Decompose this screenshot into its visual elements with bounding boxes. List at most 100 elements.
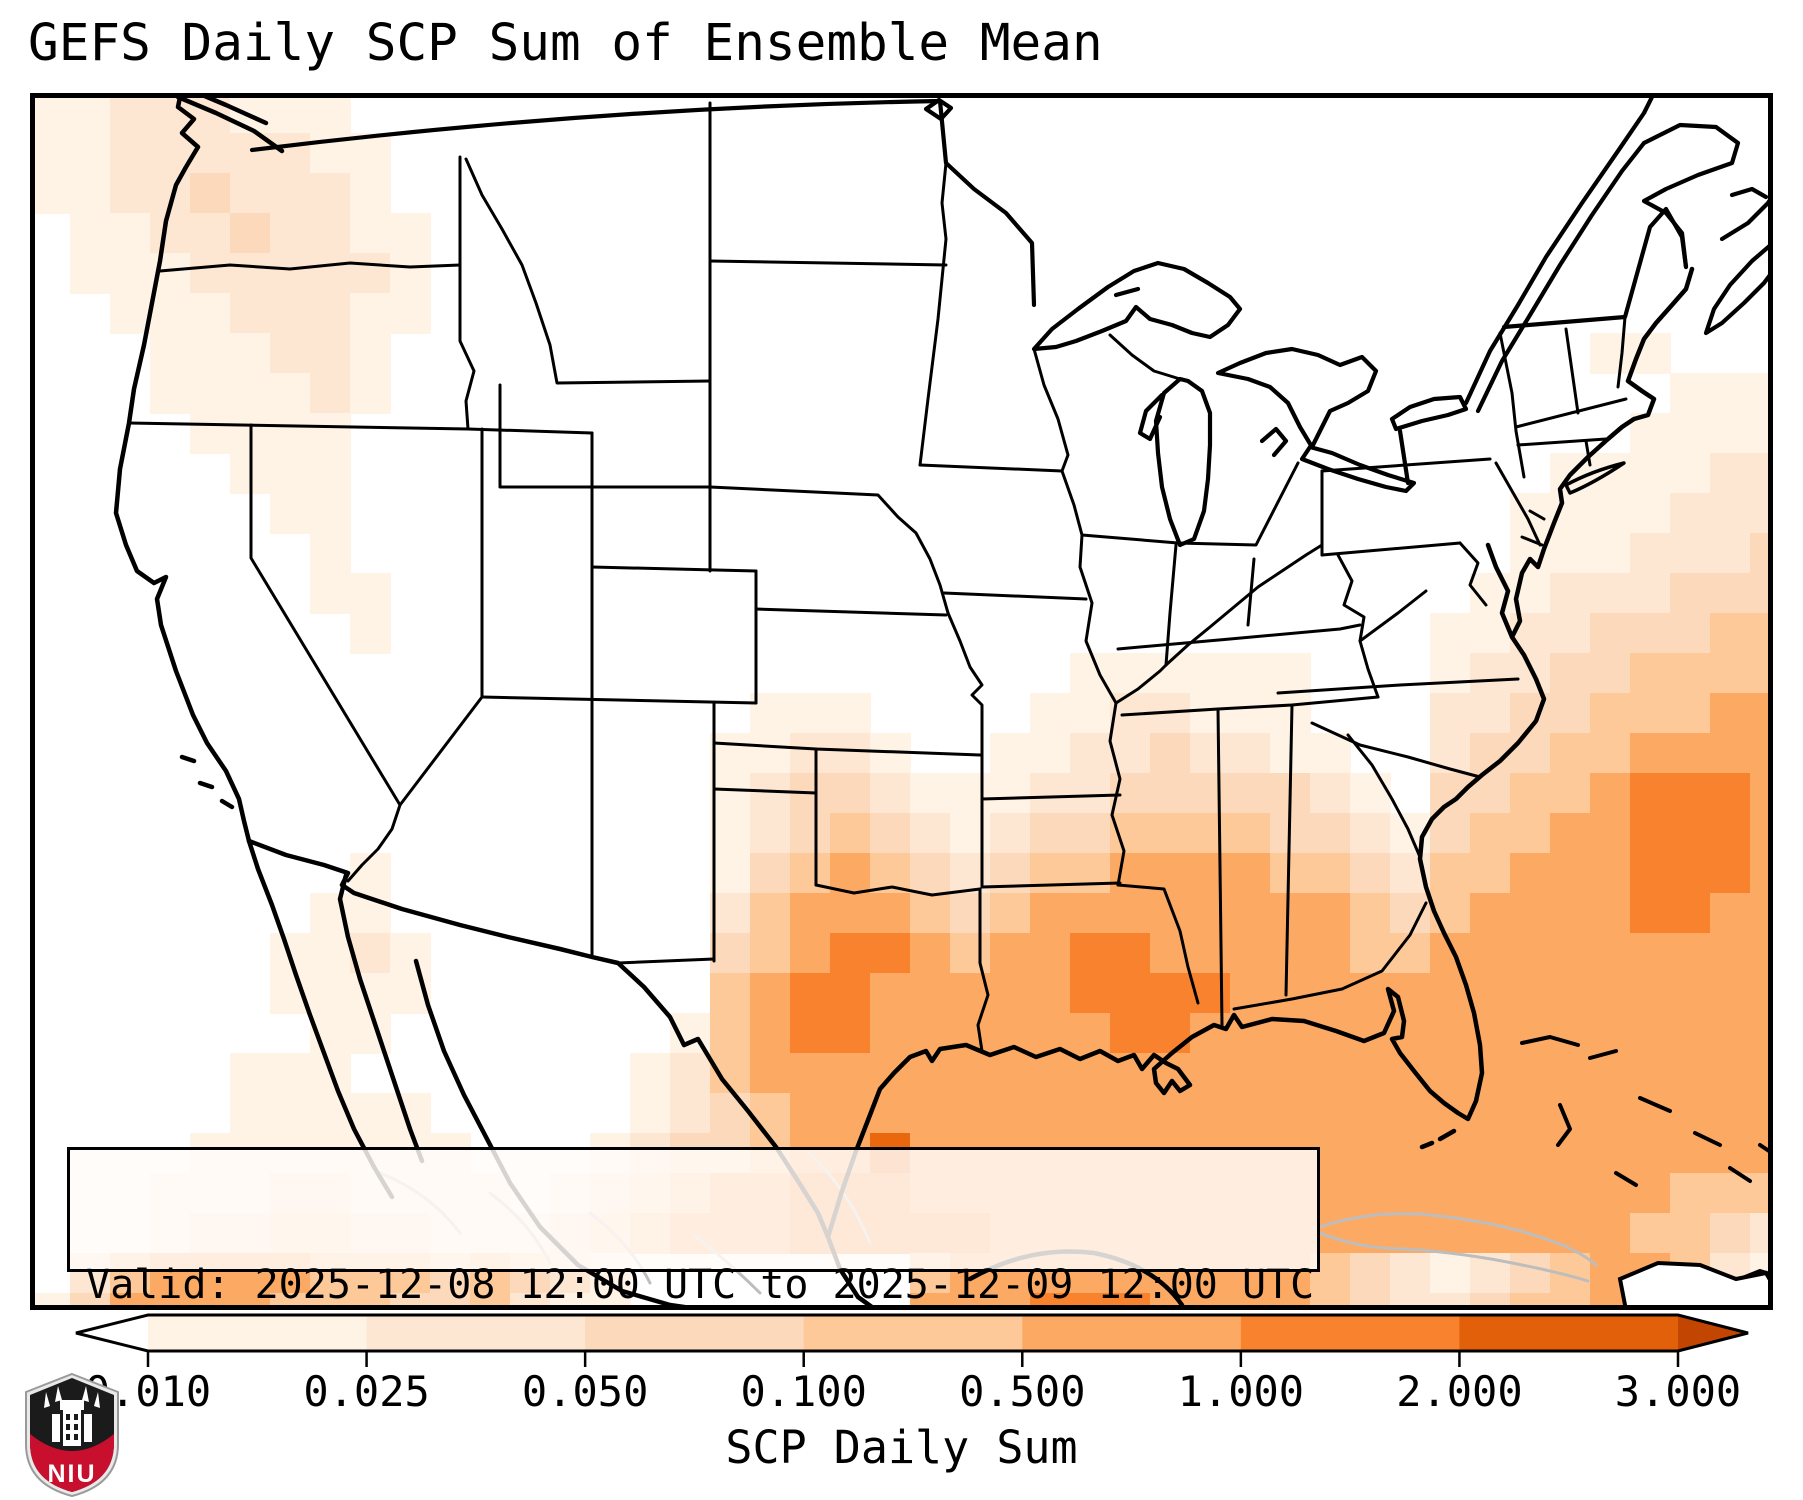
heatmap-cell xyxy=(1350,1253,1391,1294)
heatmap-cell xyxy=(1110,773,1311,814)
heatmap-cell xyxy=(1110,813,1271,854)
long-island xyxy=(1564,461,1626,495)
colorbar-over-arrow xyxy=(1678,1315,1748,1351)
heatmap-cell xyxy=(1710,613,1773,654)
colorbar-scale xyxy=(75,1313,1749,1367)
gulf-atlantic-coastline xyxy=(825,266,1695,1240)
colorbar: 0.010 0.025 0.050 0.100 0.500 1.000 2.000 3.000… xyxy=(30,1313,1773,1493)
heatmap-cell xyxy=(390,933,431,974)
heatmap-cell xyxy=(1390,893,1431,934)
heatmap-cell xyxy=(710,1013,751,1054)
heatmap-cell xyxy=(30,93,111,134)
map-outlines xyxy=(30,93,1773,1310)
heatmap-cell xyxy=(1630,653,1773,694)
colorbar-tick-label: 2.000 xyxy=(1396,1367,1523,1416)
heatmap-cell xyxy=(1430,933,1773,974)
heatmap-cell xyxy=(1310,773,1351,814)
heatmap-cell xyxy=(790,733,871,774)
heatmap-cell xyxy=(1430,1253,1471,1294)
niu-logo: NIU xyxy=(25,1372,119,1498)
heatmap-cell xyxy=(1630,893,1711,934)
niu-logo-text: NIU xyxy=(47,1460,96,1488)
heatmap-cell xyxy=(870,773,911,814)
heatmap-cell xyxy=(750,853,791,894)
heatmap-cell xyxy=(150,333,271,374)
figure-title: GEFS Daily SCP Sum of Ensemble Mean xyxy=(28,14,1103,73)
heatmap-cell xyxy=(790,813,831,854)
colorbar-segment xyxy=(366,1315,586,1351)
heatmap-cell xyxy=(990,813,1031,854)
heatmap-cell xyxy=(990,933,1071,974)
heatmap-cell xyxy=(1750,853,1773,894)
heatmap-cell xyxy=(1750,813,1773,854)
heatmap-cell xyxy=(910,893,951,934)
heatmap-cell xyxy=(350,173,391,214)
heatmap-cell xyxy=(1670,1173,1773,1214)
heatmap-cell xyxy=(1430,613,1511,654)
heatmap-cell xyxy=(1630,773,1751,814)
heatmap-cell xyxy=(1630,533,1751,574)
heatmap-cell xyxy=(790,1013,871,1054)
heatmap-cell xyxy=(1070,933,1151,974)
heatmap-cell xyxy=(1430,693,1511,734)
heatmap-cell xyxy=(870,1013,1111,1054)
heatmap-cell xyxy=(1150,733,1191,774)
heatmap-cell xyxy=(750,813,791,854)
colorbar-under-arrow xyxy=(76,1315,148,1351)
heatmap-cell xyxy=(1550,453,1711,494)
heatmap-cell xyxy=(230,293,351,334)
heatmap-cell xyxy=(710,893,751,934)
baja-coastline xyxy=(246,838,425,1200)
heatmap-cell xyxy=(1030,893,1351,934)
heatmap-cell xyxy=(1710,453,1773,494)
heatmap-cell xyxy=(310,373,351,414)
colorbar-tick-label: 0.100 xyxy=(740,1367,867,1416)
heatmap-cell xyxy=(1430,853,1511,894)
heatmap-cell xyxy=(1070,973,1231,1014)
colorbar-tick-label: 0.025 xyxy=(303,1367,430,1416)
colorbar-segment xyxy=(148,1315,368,1351)
heatmap-cell xyxy=(1030,813,1111,854)
prince-edward-island xyxy=(1729,186,1769,200)
heatmap-cell xyxy=(1510,1253,1551,1294)
heatmap-cell xyxy=(270,333,351,374)
heatmap-cell xyxy=(110,293,231,334)
heatmap-cell xyxy=(1710,893,1773,934)
lake-of-the-woods xyxy=(923,97,954,122)
channel-islands xyxy=(179,754,235,810)
heatmap-cell xyxy=(1470,813,1551,854)
heatmap-cell xyxy=(750,693,871,734)
heatmap-cell xyxy=(1630,813,1751,854)
heatmap-cell xyxy=(1750,1213,1773,1254)
heatmap-cell xyxy=(1390,1253,1431,1294)
heatmap-cell xyxy=(1190,733,1271,774)
chesapeake-bay xyxy=(1485,542,1515,640)
niu-castle-icon xyxy=(44,1386,100,1446)
heatmap-cell xyxy=(150,373,311,414)
heatmap-cell xyxy=(1350,773,1391,814)
heatmap-cell xyxy=(70,253,191,294)
heatmap-cell xyxy=(1430,733,1471,774)
heatmap-cell xyxy=(350,853,391,894)
heatmap-cell xyxy=(1470,893,1631,934)
heatmap-cell xyxy=(1590,613,1711,654)
heatmap-cell xyxy=(710,813,751,854)
canada-outlines xyxy=(249,93,1773,414)
heatmap-cell xyxy=(910,853,951,894)
heatmap-cell xyxy=(1550,653,1631,694)
heatmap-cell xyxy=(1550,733,1631,774)
heatmap-cell xyxy=(230,213,271,254)
forecast-info-box: Valid: 2025-12-08 12:00 UTC to 2025-12-0… xyxy=(67,1147,1320,1308)
heatmap-cell xyxy=(310,573,391,614)
heatmap-cell xyxy=(1750,533,1773,574)
heatmap-cell xyxy=(1670,493,1773,534)
nova-scotia xyxy=(1703,192,1773,336)
heatmap-cell xyxy=(950,933,991,974)
colorbar-segment xyxy=(585,1315,805,1351)
colorbar-segment xyxy=(1459,1315,1679,1351)
heatmap-cell xyxy=(1630,853,1751,894)
heatmap-cell xyxy=(950,813,991,854)
heatmap-cell xyxy=(1590,773,1631,814)
lake-huron xyxy=(1215,346,1379,458)
heatmap-cell xyxy=(1430,653,1471,694)
